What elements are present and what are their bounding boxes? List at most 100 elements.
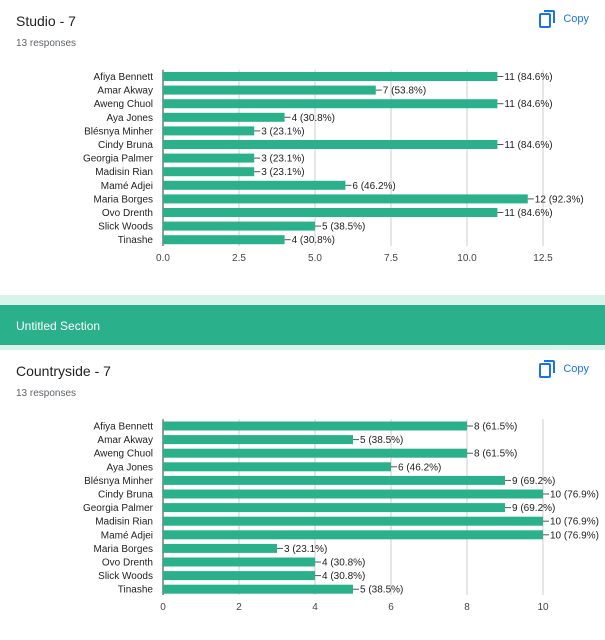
data-label: 10 (76.9%) xyxy=(550,517,599,528)
bar xyxy=(163,99,498,109)
data-label: 11 (84.6%) xyxy=(504,99,552,110)
data-label: 11 (84.6%) xyxy=(504,140,552,151)
bar xyxy=(163,503,505,513)
data-label: 8 (61.5%) xyxy=(474,449,517,460)
data-label: 4 (30.8%) xyxy=(322,558,365,569)
data-label: 11 (84.6%) xyxy=(504,72,552,83)
category-label: Georgia Palmer xyxy=(83,154,154,165)
category-label: Aweng Chuol xyxy=(94,99,153,110)
category-label: Afiya Bennett xyxy=(94,422,154,433)
x-tick-label: 0 xyxy=(160,602,166,613)
category-label: Mamé Adjei xyxy=(101,530,153,541)
copy-icon xyxy=(539,10,556,28)
category-label: Amar Akway xyxy=(97,435,153,446)
x-tick-label: 4 xyxy=(312,602,318,613)
copy-icon xyxy=(539,360,556,378)
bar xyxy=(163,112,285,122)
bar xyxy=(163,126,255,136)
bar xyxy=(163,530,543,540)
category-label: Aweng Chuol xyxy=(94,449,153,460)
category-label: Madisin Rian xyxy=(95,517,153,528)
bar xyxy=(163,584,353,594)
bar xyxy=(163,194,528,204)
bar xyxy=(163,421,467,431)
category-label: Aya Jones xyxy=(106,462,153,473)
bar xyxy=(163,475,505,485)
question-title: Countryside - 7 xyxy=(16,363,111,379)
data-label: 5 (38.5%) xyxy=(360,585,403,596)
data-label: 10 (76.9%) xyxy=(550,490,599,501)
data-label: 9 (69.2%) xyxy=(512,503,555,514)
data-label: 7 (53.8%) xyxy=(383,86,426,97)
x-tick-label: 7.5 xyxy=(384,253,398,264)
category-label: Ovo Drenth xyxy=(102,208,153,219)
bar xyxy=(163,543,277,553)
data-label: 3 (23.1%) xyxy=(261,126,304,137)
category-label: Tinashe xyxy=(118,235,154,246)
data-label: 6 (46.2%) xyxy=(352,181,395,192)
section-gap xyxy=(0,295,605,305)
copy-button[interactable]: Copy xyxy=(539,360,589,378)
x-tick-label: 2.5 xyxy=(232,253,246,264)
category-label: Mamé Adjei xyxy=(101,181,153,192)
copy-label: Copy xyxy=(563,363,589,375)
data-label: 5 (38.5%) xyxy=(322,222,365,233)
bar xyxy=(163,516,543,526)
bar xyxy=(163,85,376,95)
section-header: Untitled Section xyxy=(0,305,605,345)
bar xyxy=(163,557,315,567)
x-tick-label: 10.0 xyxy=(457,253,477,264)
bar xyxy=(163,435,353,445)
bar xyxy=(163,462,391,472)
question-card-countryside: Countryside - 7 13 responses Copy 0 2 4 6 8 1… xyxy=(0,350,605,640)
category-label: Maria Borges xyxy=(94,544,153,555)
x-tick-label: 6 xyxy=(388,602,394,613)
data-label: 8 (61.5%) xyxy=(474,422,517,433)
response-count: 13 responses xyxy=(16,38,77,49)
x-tick-label: 5.0 xyxy=(308,253,322,264)
category-label: Ovo Drenth xyxy=(102,558,153,569)
data-label: 6 (46.2%) xyxy=(398,462,441,473)
data-label: 11 (84.6%) xyxy=(504,208,552,219)
x-tick-label: 10 xyxy=(537,602,549,613)
data-label: 3 (23.1%) xyxy=(261,167,304,178)
bar xyxy=(163,167,255,177)
category-label: Tinashe xyxy=(118,585,154,596)
category-label: Aya Jones xyxy=(106,113,153,124)
category-label: Slick Woods xyxy=(98,571,153,582)
bar xyxy=(163,208,498,217)
bar-chart: 0 2 4 6 8 10 Afiya Bennett 8 (61.5%) Amar Akway 5… xyxy=(83,419,599,613)
category-label: Blésnya Minher xyxy=(84,476,154,487)
section-gap-bottom xyxy=(0,345,605,350)
data-label: 5 (38.5%) xyxy=(360,435,403,446)
category-label: Blésnya Minher xyxy=(84,126,154,137)
category-label: Amar Akway xyxy=(97,86,153,97)
bar-chart: 0.0 2.5 5.0 7.5 10.0 12.5 Afiya Bennett 11 (84.… xyxy=(83,69,584,264)
bar xyxy=(163,489,543,499)
x-tick-label: 12.5 xyxy=(533,253,553,264)
bar xyxy=(163,180,346,190)
bar xyxy=(163,571,315,581)
question-card-studio: Studio - 7 13 responses Copy 0.0 2.5 5.0 7.… xyxy=(0,0,605,295)
bar xyxy=(163,153,255,163)
question-title: Studio - 7 xyxy=(16,13,76,29)
data-label: 12 (92.3%) xyxy=(535,194,584,205)
category-label: Afiya Bennett xyxy=(94,72,154,83)
data-label: 9 (69.2%) xyxy=(512,476,555,487)
category-label: Madisin Rian xyxy=(95,167,153,178)
copy-button[interactable]: Copy xyxy=(539,10,589,28)
bar xyxy=(163,140,498,149)
data-label: 3 (23.1%) xyxy=(261,154,304,165)
x-tick-label: 0.0 xyxy=(156,253,170,264)
section-title: Untitled Section xyxy=(16,319,101,333)
category-label: Cindy Bruna xyxy=(98,140,153,151)
bar xyxy=(163,448,467,458)
data-label: 3 (23.1%) xyxy=(284,544,327,555)
response-count: 13 responses xyxy=(16,388,77,399)
bar xyxy=(163,235,285,245)
data-label: 4 (30.8%) xyxy=(292,113,335,124)
data-label: 10 (76.9%) xyxy=(550,530,599,541)
data-label: 4 (30.8%) xyxy=(322,571,365,582)
x-tick-label: 2 xyxy=(236,602,242,613)
bar xyxy=(163,221,315,231)
